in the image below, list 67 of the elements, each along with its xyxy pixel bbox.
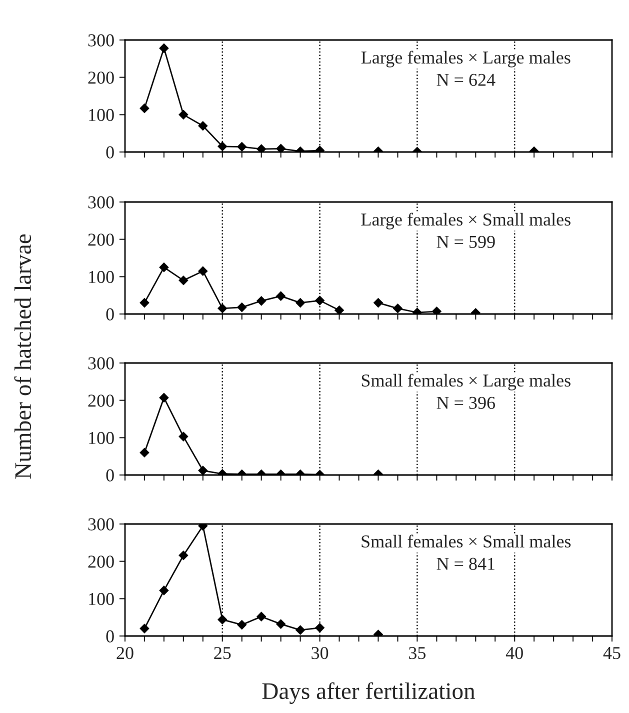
point xyxy=(296,625,305,635)
point xyxy=(159,393,169,402)
point xyxy=(159,44,169,53)
y-tick-label: 0 xyxy=(106,308,114,320)
x-tick-label: 25 xyxy=(214,646,231,660)
point xyxy=(198,121,208,130)
x-tick-label: 45 xyxy=(603,647,620,660)
point xyxy=(276,619,286,629)
point xyxy=(218,304,228,314)
point xyxy=(276,291,286,301)
y-tick-label: 200 xyxy=(88,72,114,84)
y-tick-label: 0 xyxy=(106,146,114,158)
point xyxy=(178,110,188,120)
y-axis-title: Number of hatched larvae xyxy=(14,234,32,479)
point xyxy=(198,466,208,475)
point xyxy=(218,614,228,624)
point xyxy=(315,296,324,306)
point xyxy=(159,262,169,272)
y-tick-label: 100 xyxy=(89,592,114,606)
annotation: N = 396 xyxy=(436,396,496,409)
y-tick-label: 0 xyxy=(106,469,114,482)
point xyxy=(140,104,150,113)
annotation: Large females × Large males xyxy=(361,50,570,68)
point xyxy=(315,623,324,632)
annotation: Large females × Small males xyxy=(361,212,570,230)
y-tick-label: 200 xyxy=(88,234,114,246)
y-tick-label: 300 xyxy=(88,34,114,46)
point xyxy=(140,624,150,634)
y-tick-label: 200 xyxy=(88,394,114,407)
point xyxy=(140,298,150,308)
y-tick-label: 100 xyxy=(89,108,114,122)
point xyxy=(432,306,442,314)
x-tick-label: 35 xyxy=(409,646,426,660)
point xyxy=(178,432,188,442)
point xyxy=(237,302,247,312)
y-tick-label: 300 xyxy=(88,518,114,530)
point xyxy=(276,144,286,152)
point xyxy=(296,298,305,308)
y-tick-label: 100 xyxy=(89,432,114,444)
y-tick-label: 300 xyxy=(88,196,114,208)
y-tick-label: 0 xyxy=(106,630,114,642)
x-tick-label: 40 xyxy=(506,646,523,660)
point xyxy=(218,142,228,152)
annotation: N = 624 xyxy=(436,74,496,86)
point xyxy=(256,612,266,622)
point xyxy=(237,620,247,630)
annotation: N = 841 xyxy=(436,558,494,570)
point xyxy=(374,298,383,308)
annotation: Small females × Small males xyxy=(362,534,571,548)
point xyxy=(159,586,169,596)
point xyxy=(198,266,208,276)
point xyxy=(178,550,188,560)
point xyxy=(334,306,344,314)
point xyxy=(237,142,247,152)
annotation: Small females × Large males xyxy=(362,374,570,390)
y-tick-label: 300 xyxy=(88,357,114,370)
point xyxy=(256,296,266,306)
point xyxy=(140,448,150,458)
y-tick-label: 200 xyxy=(88,556,114,568)
x-tick-label: 30 xyxy=(312,646,328,660)
annotation: N = 599 xyxy=(436,236,495,248)
point xyxy=(178,276,188,286)
y-tick-label: 100 xyxy=(89,270,114,284)
x-axis-title: Days after fertilization xyxy=(262,682,475,704)
point xyxy=(256,144,266,152)
x-tick-label: 20 xyxy=(116,646,134,660)
point xyxy=(393,304,402,314)
